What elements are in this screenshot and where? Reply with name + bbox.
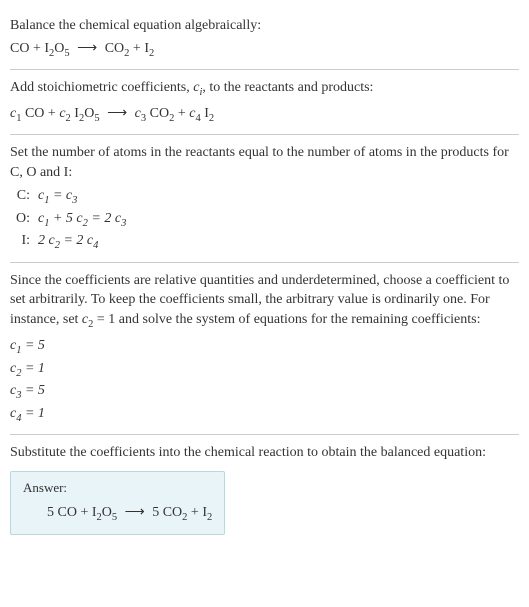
atom-equations-table: C: c1 = c3 O: c1 + 5 c2 = 2 c3 I: 2 c2 =…: [10, 186, 519, 253]
problem-equation: CO + I2O5 ⟶ CO2 + I2: [10, 38, 519, 62]
coefficient-list: c1 = 5 c2 = 1 c3 = 5 c4 = 1: [10, 336, 519, 426]
atom-row: O: c1 + 5 c2 = 2 c3: [10, 209, 519, 231]
answer-label: Answer:: [23, 480, 212, 496]
atom-equation: c1 = c3: [38, 186, 77, 208]
atom-row: C: c1 = c3: [10, 186, 519, 208]
coefficient-row: c3 = 5: [10, 381, 519, 403]
coefficient-row: c4 = 1: [10, 404, 519, 426]
stoich-title: Add stoichiometric coefficients, ci, to …: [10, 78, 519, 100]
atom-row: I: 2 c2 = 2 c4: [10, 231, 519, 253]
stoich-equation: c1 CO + c2 I2O5 ⟶ c3 CO2 + c4 I2: [10, 103, 519, 127]
atom-equation: c1 + 5 c2 = 2 c3: [38, 209, 126, 231]
atom-equation: 2 c2 = 2 c4: [38, 231, 98, 253]
solve-title: Since the coefficients are relative quan…: [10, 271, 519, 333]
section-stoichiometric: Add stoichiometric coefficients, ci, to …: [10, 70, 519, 135]
answer-title: Substitute the coefficients into the che…: [10, 443, 519, 463]
atom-label: O:: [10, 209, 38, 231]
section-atoms: Set the number of atoms in the reactants…: [10, 135, 519, 263]
atom-label: I:: [10, 231, 38, 253]
atom-label: C:: [10, 186, 38, 208]
atoms-title: Set the number of atoms in the reactants…: [10, 143, 519, 182]
coefficient-row: c2 = 1: [10, 359, 519, 381]
answer-equation: 5 CO + I2O5 ⟶ 5 CO2 + I2: [23, 502, 212, 526]
section-problem: Balance the chemical equation algebraica…: [10, 8, 519, 70]
section-solve: Since the coefficients are relative quan…: [10, 263, 519, 436]
coefficient-row: c1 = 5: [10, 336, 519, 358]
problem-title: Balance the chemical equation algebraica…: [10, 16, 519, 36]
section-answer: Substitute the coefficients into the che…: [10, 435, 519, 542]
answer-box: Answer: 5 CO + I2O5 ⟶ 5 CO2 + I2: [10, 471, 225, 535]
